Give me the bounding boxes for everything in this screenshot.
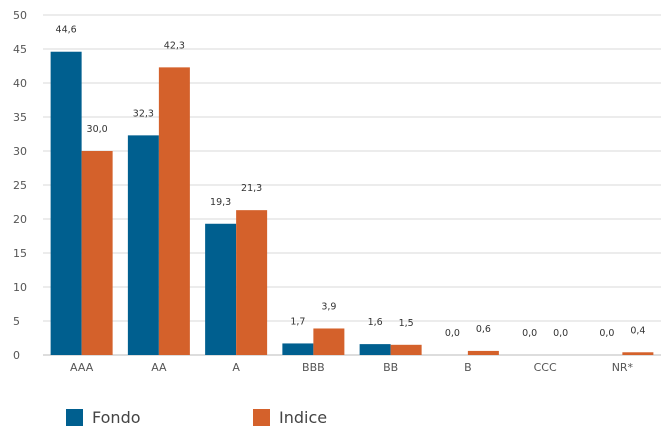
y-tick-label: 5 (13, 315, 20, 328)
y-tick-label: 15 (13, 247, 27, 260)
data-label-indice: 21,3 (241, 183, 262, 194)
bar-fondo (282, 343, 314, 355)
x-tick-label: BBB (302, 361, 325, 374)
data-label-indice: 3,9 (321, 301, 336, 312)
x-tick-label: A (232, 361, 240, 374)
data-label-fondo: 32,3 (133, 108, 154, 119)
data-label-indice: 1,5 (399, 318, 414, 329)
data-label-indice: 0,0 (553, 328, 568, 339)
legend-swatch-indice (253, 409, 270, 426)
bar-chart: 0 5 10 15 20 25 30 35 40 45 50 44,6 30,0 32,3 42,3 19,… (13, 9, 661, 374)
bars (50, 51, 654, 356)
data-label-indice: 30,0 (87, 124, 108, 135)
y-tick-label: 25 (13, 179, 27, 192)
legend-swatch-fondo (66, 409, 83, 426)
x-tick-label: AAA (70, 361, 94, 374)
y-tick-label: 45 (13, 43, 27, 56)
y-tick-label: 30 (13, 145, 27, 158)
x-tick-label: B (464, 361, 472, 374)
y-tick-label: 40 (13, 77, 27, 90)
data-label-indice: 42,3 (164, 40, 185, 51)
y-tick-label: 50 (13, 9, 27, 22)
legend-item-indice: Indice (253, 409, 327, 426)
bar-indice (467, 350, 499, 355)
bar-indice (622, 352, 654, 355)
legend: Fondo Indice (0, 409, 665, 432)
data-label-fondo: 1,7 (290, 316, 305, 327)
bar-fondo (50, 51, 82, 355)
x-tick-label: NR* (612, 361, 634, 374)
y-tick-label: 10 (13, 281, 27, 294)
bar-indice (390, 344, 422, 355)
legend-label-indice: Indice (279, 408, 328, 427)
legend-label-fondo: Fondo (92, 408, 141, 427)
bar-fondo (359, 344, 391, 355)
x-tick-label: CCC (534, 361, 557, 374)
data-label-fondo: 1,6 (368, 317, 383, 328)
data-label-indice: 0,4 (630, 325, 645, 336)
data-label-fondo: 0,0 (522, 328, 537, 339)
bar-indice (81, 151, 113, 355)
data-label-fondo: 0,0 (599, 328, 614, 339)
x-tick-label: BB (383, 361, 398, 374)
y-tick-label: 20 (13, 213, 27, 226)
legend-item-fondo: Fondo (66, 409, 141, 426)
bar-indice (313, 328, 345, 355)
data-label-fondo: 44,6 (56, 25, 77, 36)
bar-fondo (205, 223, 237, 355)
data-labels: 44,6 30,0 32,3 42,3 19,3 21,3 1,7 3,9 1,6 1,5 0,0 0… (56, 25, 646, 339)
data-label-indice: 0,6 (476, 324, 491, 335)
y-tick-label: 35 (13, 111, 27, 124)
bar-fondo (127, 135, 159, 355)
x-axis: AAA AA A BBB BB B CCC NR* (70, 361, 634, 374)
data-label-fondo: 0,0 (445, 328, 460, 339)
y-axis: 0 5 10 15 20 25 30 35 40 45 50 (13, 9, 27, 362)
y-tick-label: 0 (13, 349, 20, 362)
bar-indice (158, 67, 190, 356)
bar-indice (236, 210, 268, 355)
data-label-fondo: 19,3 (210, 197, 231, 208)
x-tick-label: AA (151, 361, 167, 374)
